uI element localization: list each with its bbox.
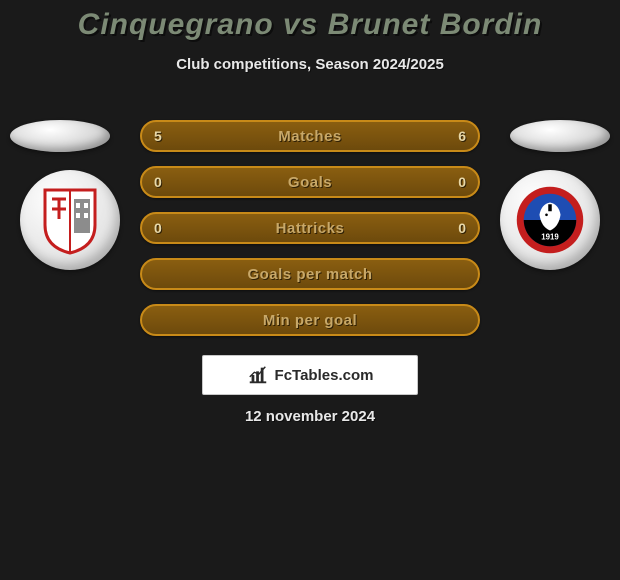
comparison-card: Cinquegrano vs Brunet Bordin Club compet… <box>0 0 620 580</box>
club-crest-left <box>20 170 120 270</box>
brand-badge: FcTables.com <box>202 355 418 395</box>
stat-row-matches: 5 Matches 6 <box>140 120 480 152</box>
stat-label: Goals <box>288 174 332 191</box>
stat-value-left: 0 <box>154 220 162 236</box>
stat-row-goals: 0 Goals 0 <box>140 166 480 198</box>
crest-year: 1919 <box>541 232 559 241</box>
player-base-right <box>510 120 610 152</box>
stat-row-goals-per-match: Goals per match <box>140 258 480 290</box>
stat-row-min-per-goal: Min per goal <box>140 304 480 336</box>
player-base-left <box>10 120 110 152</box>
stat-value-right: 0 <box>458 220 466 236</box>
bar-chart-icon <box>247 364 269 386</box>
stat-value-left: 0 <box>154 174 162 190</box>
stats-list: 5 Matches 6 0 Goals 0 0 Hattricks 0 Goal… <box>140 120 480 350</box>
page-title: Cinquegrano vs Brunet Bordin <box>0 0 620 42</box>
stat-value-right: 6 <box>458 128 466 144</box>
stat-value-right: 0 <box>458 174 466 190</box>
stat-label: Hattricks <box>276 220 345 237</box>
stat-label: Min per goal <box>263 312 357 329</box>
club-crest-right: 1919 <box>500 170 600 270</box>
brand-text: FcTables.com <box>275 367 374 384</box>
stat-value-left: 5 <box>154 128 162 144</box>
stat-label: Matches <box>278 128 342 145</box>
shield-icon <box>35 185 105 255</box>
page-subtitle: Club competitions, Season 2024/2025 <box>0 56 620 73</box>
stat-row-hattricks: 0 Hattricks 0 <box>140 212 480 244</box>
stat-label: Goals per match <box>247 266 372 283</box>
date-text: 12 november 2024 <box>0 408 620 425</box>
shield-icon: 1919 <box>515 185 585 255</box>
